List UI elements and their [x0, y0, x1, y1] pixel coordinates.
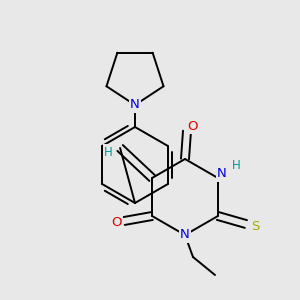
- Text: O: O: [111, 217, 121, 230]
- Text: N: N: [130, 98, 140, 112]
- Text: H: H: [232, 160, 240, 172]
- Text: H: H: [104, 146, 112, 158]
- Text: N: N: [217, 167, 227, 181]
- Text: S: S: [251, 220, 259, 232]
- Text: O: O: [187, 119, 197, 133]
- Text: N: N: [180, 229, 190, 242]
